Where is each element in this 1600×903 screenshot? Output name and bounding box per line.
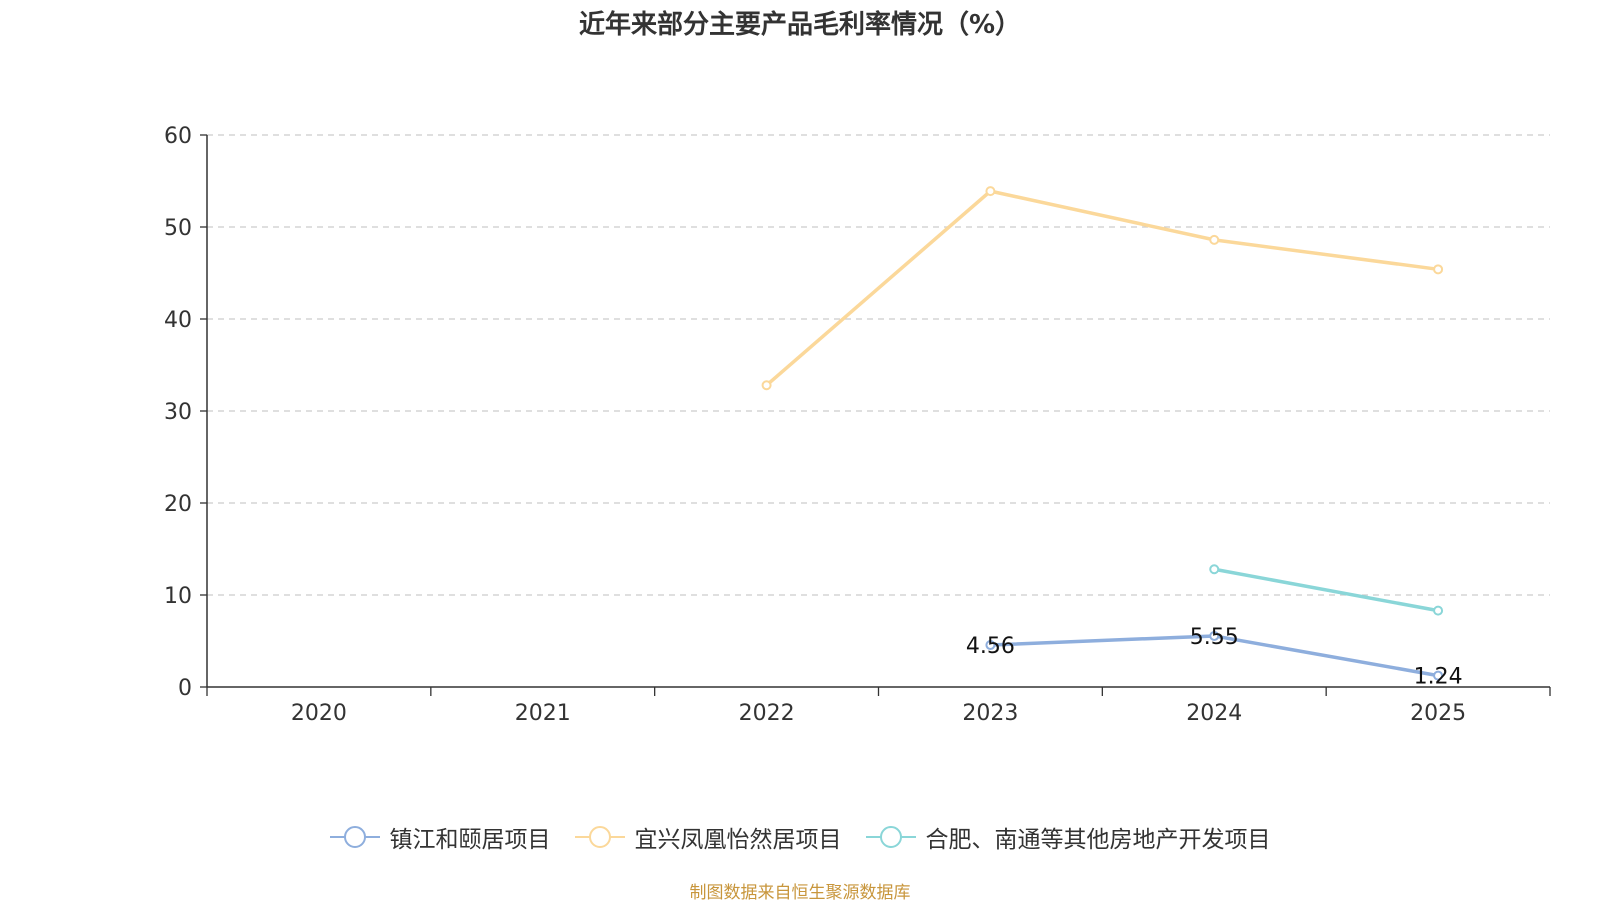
series-line-2 (1213, 567, 1439, 613)
y-tick-label: 60 (164, 124, 192, 149)
data-point (1209, 234, 1220, 245)
data-labels: 4.56 5.55 1.24 (966, 625, 1463, 690)
data-label: 5.55 (1190, 625, 1239, 650)
y-tick-label: 50 (164, 216, 192, 241)
legend-line-circle-icon (574, 826, 625, 848)
data-label: 4.56 (966, 634, 1015, 659)
x-tick-label: 2020 (291, 701, 347, 726)
y-tick-label: 0 (178, 676, 192, 701)
chart-title: 近年来部分主要产品毛利率情况（%） (578, 10, 1022, 40)
series-lines (761, 186, 1444, 681)
legend-item-hefei-nantong[interactable]: 合肥、南通等其他房地产开发项目 (865, 820, 1271, 854)
data-point (1433, 264, 1444, 275)
legend-label: 合肥、南通等其他房地产开发项目 (925, 827, 1271, 853)
data-point (1209, 564, 1220, 575)
axes: 0 10 20 30 40 50 60 2020 2021 2022 2023 2024 2025 (164, 124, 1551, 726)
data-label: 1.24 (1414, 665, 1463, 690)
data-point (1433, 670, 1444, 681)
grid-lines (207, 134, 1550, 596)
x-tick-label: 2025 (1410, 701, 1466, 726)
legend: 镇江和颐居项目 宜兴凤凰怡然居项目 合肥、南通等其他房地产开发项目 (0, 820, 1600, 854)
x-tick-label: 2021 (515, 701, 571, 726)
data-point (1209, 630, 1220, 641)
data-point (1433, 605, 1444, 616)
legend-label: 宜兴凤凰怡然居项目 (634, 827, 842, 853)
source-note: 制图数据来自恒生聚源数据库 (689, 883, 911, 903)
series-line-1 (765, 189, 1439, 387)
y-tick-label: 10 (164, 584, 192, 609)
y-tick-label: 40 (164, 308, 192, 333)
data-point (761, 380, 772, 391)
x-tick-label: 2024 (1186, 701, 1242, 726)
legend-label: 镇江和颐居项目 (389, 827, 551, 853)
legend-line-circle-icon (329, 826, 380, 848)
x-tick-label: 2023 (962, 701, 1018, 726)
data-point (985, 640, 996, 651)
x-tick-label: 2022 (739, 701, 795, 726)
legend-item-zhenjiang[interactable]: 镇江和颐居项目 (329, 820, 551, 854)
legend-item-yixing[interactable]: 宜兴凤凰怡然居项目 (574, 820, 842, 854)
data-point (985, 186, 996, 197)
y-tick-label: 20 (164, 492, 192, 517)
legend-line-circle-icon (865, 826, 916, 848)
y-tick-label: 30 (164, 400, 192, 425)
